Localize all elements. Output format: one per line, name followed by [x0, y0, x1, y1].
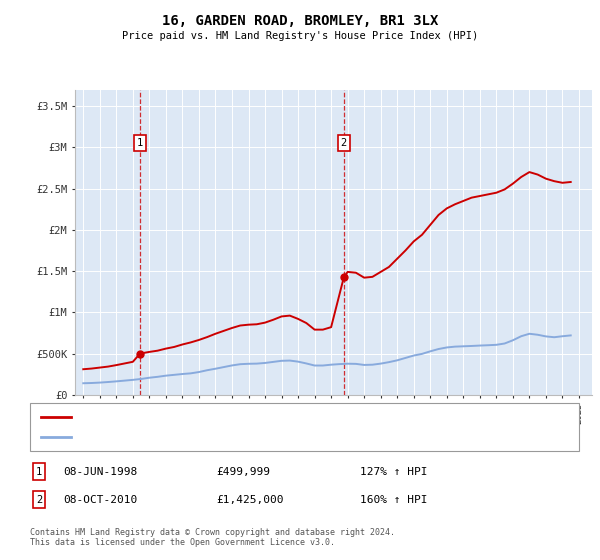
Text: £499,999: £499,999: [216, 466, 270, 477]
Text: Contains HM Land Registry data © Crown copyright and database right 2024.
This d: Contains HM Land Registry data © Crown c…: [30, 528, 395, 547]
Text: 127% ↑ HPI: 127% ↑ HPI: [360, 466, 427, 477]
Text: 16, GARDEN ROAD, BROMLEY, BR1 3LX (detached house): 16, GARDEN ROAD, BROMLEY, BR1 3LX (detac…: [78, 412, 372, 422]
Text: £1,425,000: £1,425,000: [216, 494, 284, 505]
Text: 08-JUN-1998: 08-JUN-1998: [63, 466, 137, 477]
Text: 2: 2: [341, 138, 347, 148]
Text: 2: 2: [36, 494, 42, 505]
Text: 1: 1: [36, 466, 42, 477]
Text: 160% ↑ HPI: 160% ↑ HPI: [360, 494, 427, 505]
Text: Price paid vs. HM Land Registry's House Price Index (HPI): Price paid vs. HM Land Registry's House …: [122, 31, 478, 41]
Text: HPI: Average price, detached house, Bromley: HPI: Average price, detached house, Brom…: [78, 432, 331, 442]
Text: 08-OCT-2010: 08-OCT-2010: [63, 494, 137, 505]
Text: 1: 1: [137, 138, 143, 148]
Text: 16, GARDEN ROAD, BROMLEY, BR1 3LX: 16, GARDEN ROAD, BROMLEY, BR1 3LX: [162, 14, 438, 28]
